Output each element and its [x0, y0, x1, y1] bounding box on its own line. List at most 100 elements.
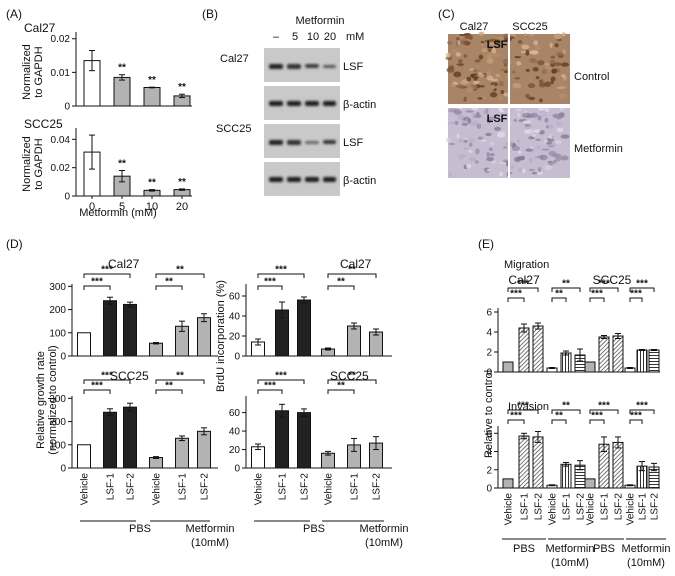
- e-mig-cal27-bar-0: [502, 361, 514, 373]
- ihc-cell-271: [448, 172, 452, 178]
- ihc-cell-52: [460, 79, 468, 86]
- ihc-cell-89: [561, 74, 566, 78]
- e-mig-scc25-bracket-3: [629, 287, 655, 292]
- ihc-divider-horizontal: [448, 104, 570, 108]
- ihc-cell-83: [537, 60, 545, 66]
- a-cal27-ytick-label-0: 0: [64, 102, 70, 113]
- ihc-cell-230: [522, 112, 531, 119]
- ihc-cell-277: [485, 108, 489, 114]
- ihc-cell-139: [495, 73, 501, 78]
- ihc-cell-235: [481, 139, 486, 142]
- ihc-cell-258: [516, 139, 521, 144]
- d-growth-scc25-xcat-1: LSF-1: [106, 473, 117, 501]
- a-cal27-sig-2: **: [148, 75, 156, 86]
- ihc-cell-282: [458, 154, 467, 160]
- ihc-cell-144: [479, 73, 486, 78]
- d-brdu-cal27-title: Cal27: [340, 257, 372, 271]
- ihc-cell-205: [445, 137, 451, 143]
- ihc-cell-179: [456, 133, 460, 139]
- e-mig-scc25-bracket-label-3: ***: [636, 279, 648, 290]
- a-scc25-xcat-2: 10: [146, 201, 158, 213]
- ihc-cell-210: [537, 167, 542, 173]
- d-growth-cal27-ytick-label-0: 0: [60, 352, 66, 363]
- ihc-cell-140: [502, 58, 509, 65]
- ihc-cell-22: [473, 88, 478, 91]
- ihc-cell-105: [539, 98, 543, 103]
- ihc-cell-207: [536, 170, 543, 175]
- d-brdu-scc25-ytick-label-0: 0: [234, 464, 240, 475]
- blot-dose-0: –: [273, 31, 280, 43]
- d-growth-cal27-bracket-label-0: ***: [91, 277, 103, 288]
- e-inv-cal27-bar-0: [502, 478, 514, 489]
- d-brdu-scc25-ytick-label-1: 20: [229, 445, 241, 456]
- ihc-cell-55: [528, 96, 535, 101]
- d-left-group-metformin: Metformin: [186, 523, 235, 535]
- ihc-cell-56: [511, 70, 516, 74]
- ihc-cell-254: [500, 131, 507, 134]
- ihc-cell-209: [510, 165, 515, 170]
- ihc-cell-231: [544, 117, 549, 123]
- a-cal27-bar-2: [143, 87, 161, 107]
- ihc-row-control: Control: [574, 71, 609, 83]
- band-cal27-lsf-3: [305, 64, 319, 68]
- d-growth-scc25-ytick-label-3: 300: [49, 394, 66, 405]
- e-inv-scc25-xcat-3: Vehicle: [626, 493, 637, 526]
- blot-dose-20: 20: [324, 31, 336, 43]
- band-cal27-lsf-2: [287, 64, 301, 69]
- ihc-cell-25: [487, 46, 493, 53]
- a-cal27-bar-1: [113, 76, 131, 107]
- ihc-cell-30: [455, 37, 460, 41]
- ihc-cell-103: [541, 69, 547, 75]
- ihc-cell-71: [529, 33, 534, 37]
- ihc-cell-163: [546, 137, 554, 143]
- band-scc25-lsf-1: [269, 140, 283, 145]
- e-inv-scc25-bracket-3: [629, 409, 655, 414]
- ihc-cell-149: [529, 50, 539, 55]
- ihc-cell-266: [462, 147, 470, 150]
- a-scc25-title: SCC25: [24, 117, 63, 131]
- ihc-cell-295: [468, 138, 476, 142]
- d-growth-scc25-bar-4: [175, 437, 189, 469]
- d-growth-cal27-bar-0: [77, 332, 91, 357]
- e-mig-cal27-bracket-1: [507, 287, 539, 292]
- d-growth-cal27-bracket-label-3: **: [176, 265, 184, 276]
- d-growth-cal27-ylabel: Relative growth rate(normalized to contr…: [35, 345, 59, 454]
- a-scc25-sig-1: **: [118, 159, 126, 170]
- ihc-cell-275: [487, 169, 491, 172]
- e-mig-cal27-bracket-label-1: ***: [517, 279, 529, 290]
- ihc-cell-137: [467, 87, 472, 93]
- d-brdu-scc25-ytick-label-3: 60: [229, 408, 241, 419]
- ihc-cell-281: [511, 145, 520, 151]
- e-inv-cal27-bar-4: [560, 463, 572, 489]
- ihc-cell-296: [486, 157, 495, 162]
- ihc-cell-54: [538, 79, 544, 84]
- ihc-stain-label-1: LSF: [487, 39, 508, 51]
- band-scc25-actin-1: [269, 177, 283, 182]
- d-growth-cal27-bar-1: [103, 300, 117, 357]
- d-right-group-metformin: Metformin: [360, 523, 409, 535]
- d-growth-cal27-bracket-1: [83, 273, 131, 278]
- ihc-cell-85: [490, 92, 498, 98]
- d-growth-scc25-ytick-label-2: 200: [49, 417, 66, 428]
- blot-label-lsf-2: LSF: [343, 137, 363, 149]
- e-inv-scc25-xcat-5: LSF-2: [650, 493, 661, 521]
- d-brdu-scc25-xcat-1: LSF-1: [278, 473, 289, 501]
- ihc-cell-10: [535, 76, 540, 80]
- ihc-cell-201: [535, 138, 542, 141]
- ihc-cell-286: [537, 115, 542, 121]
- a-cal27-sig-1: **: [118, 63, 126, 74]
- d-brdu-scc25-bracket-3: [327, 379, 377, 384]
- d-brdu-scc25-bracket-1: [257, 379, 305, 384]
- d-brdu-scc25-bracket-0: [257, 389, 283, 394]
- d-growth-cal27-bar-3: [149, 342, 163, 357]
- panel-c-ihc: Cal27 SCC25 LSF LSF Control Metformin: [445, 21, 623, 178]
- a-scc25-chart: 0 0.02 0.04 0 ** 5 ** 10 ** 20 SCC25 Normalizedto G…: [21, 117, 192, 213]
- ihc-cell-132: [525, 93, 531, 99]
- ihc-cell-129: [554, 43, 559, 48]
- d-growth-scc25-chart: 0 100 200 300 Vehicle LSF-1 LSF-2 Vehicle LSF-1 L…: [49, 369, 218, 522]
- band-scc25-lsf-4: [323, 140, 336, 144]
- e-inv-scc25-bracket-label-2: ***: [630, 411, 642, 422]
- d-growth-scc25-bracket-label-0: ***: [91, 381, 103, 392]
- ihc-cell-199: [475, 148, 480, 155]
- ihc-cell-203: [468, 157, 476, 162]
